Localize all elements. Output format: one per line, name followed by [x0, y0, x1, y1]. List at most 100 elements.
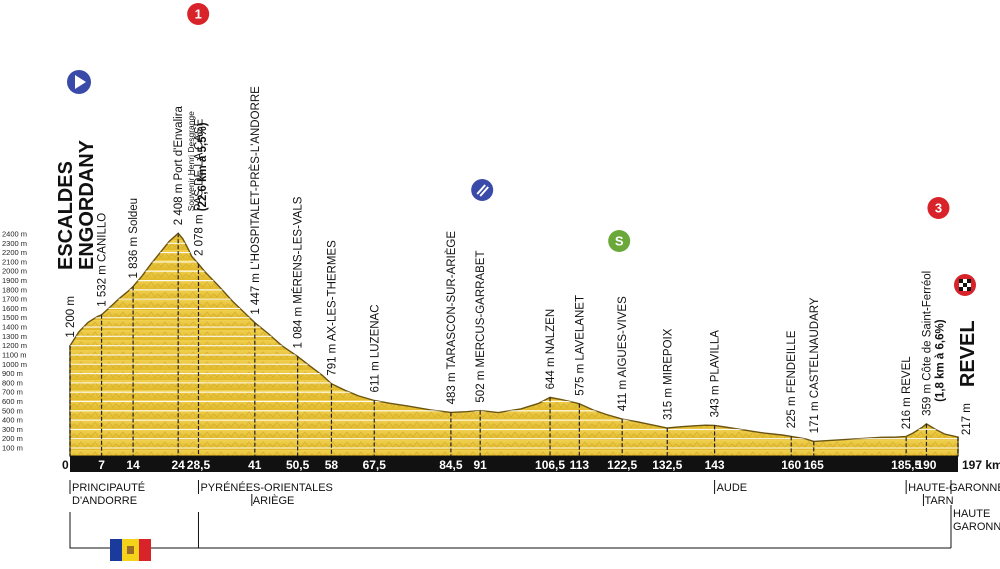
- climb-category-icon: 3: [927, 197, 950, 219]
- point-label: 2 078 m PAS DE LA CASE: [193, 118, 205, 256]
- y-tick-label: 1700 m: [2, 295, 27, 304]
- point-label: 171 m CASTELNAUDARY: [809, 297, 821, 433]
- y-tick-label: 1400 m: [2, 323, 27, 332]
- x-tick-label: 190: [916, 458, 936, 472]
- y-tick-label: 1300 m: [2, 332, 27, 341]
- y-tick-label: 200 m: [2, 434, 23, 443]
- y-tick-label: 700 m: [2, 388, 23, 397]
- point-altitude-label: 1 200 m: [65, 296, 77, 338]
- x-tick-label: 28,5: [187, 458, 211, 472]
- x-tick-label: 91: [474, 458, 488, 472]
- x-tick-label: 50,5: [286, 458, 310, 472]
- y-tick-label: 600 m: [2, 397, 23, 406]
- point-subtitle-label: Souvenir Henri Desgrange: [186, 111, 196, 211]
- start-town-label: ESCALDES: [55, 161, 77, 270]
- distance-bar: 0 7 14 24 28,5 41 50,5 58 67,5 84,5 91 106,5 113 122,…: [62, 456, 1000, 472]
- y-tick-label: 1100 m: [2, 350, 26, 359]
- point-label: 1 532 m CANILLO: [97, 213, 109, 307]
- region-label: HAUTE-GARONNE: [908, 482, 1000, 494]
- y-tick-label: 2100 m: [2, 257, 27, 266]
- x-tick-label: 185,5: [891, 458, 921, 472]
- svg-text:1: 1: [195, 7, 202, 22]
- y-tick-label: 1600 m: [2, 304, 27, 313]
- region-label: AUDE: [717, 482, 748, 494]
- y-tick-label: 1000 m: [2, 360, 27, 369]
- y-tick-label: 1900 m: [2, 276, 27, 285]
- x-tick-label: 132,5: [652, 458, 682, 472]
- y-tick-label: 500 m: [2, 406, 23, 415]
- y-tick-label: 2200 m: [2, 248, 27, 257]
- point-label: 411 m AIGUES-VIVES: [617, 296, 629, 411]
- point-label: 343 m PLAVILLA: [710, 330, 722, 418]
- point-label: 216 m REVEL: [901, 356, 913, 429]
- x-tick-label: 84,5: [439, 458, 463, 472]
- point-label: 611 m LUZENAC: [369, 304, 381, 392]
- x-tick-label: 24: [172, 458, 186, 472]
- point-label: 575 m LAVELANET: [574, 295, 586, 396]
- point-label: 791 m AX-LES-THERMES: [326, 240, 338, 376]
- y-tick-label: 100 m: [2, 444, 23, 453]
- x-tick-label: 58: [325, 458, 339, 472]
- x-tick-label: 7: [98, 458, 105, 472]
- feed-zone-icon: [471, 179, 494, 201]
- y-tick-label: 2400 m: [2, 230, 27, 239]
- point-climb-detail: (1,8 km à 6,6%): [934, 319, 946, 402]
- point-label: 1 836 m Soldeu: [128, 198, 140, 279]
- y-tick-label: 1500 m: [2, 313, 27, 322]
- finish-town-label: REVEL: [957, 320, 979, 387]
- x-tick-label: 106,5: [535, 458, 565, 472]
- point-label: 502 m MERCUS-GARRABET: [475, 251, 487, 403]
- point-label: 2 408 m Port d'Envalira: [173, 105, 185, 225]
- finish-flag-icon: [954, 274, 976, 296]
- y-tick-label: 1200 m: [2, 341, 27, 350]
- y-tick-label: 900 m: [2, 369, 23, 378]
- point-climb-detail: (22,6 km à 5,5%): [197, 122, 209, 211]
- svg-text:S: S: [615, 234, 624, 249]
- point-label: 225 m FENDEILLE: [786, 330, 798, 428]
- x-tick-label: 14: [126, 458, 140, 472]
- region-label: ARIÈGE: [253, 494, 295, 507]
- y-tick-label: 800 m: [2, 378, 23, 387]
- point-altitude-label: 217 m: [961, 403, 973, 435]
- start-icon: [67, 70, 91, 94]
- point-label: 644 m NALZEN: [545, 309, 557, 390]
- profile-layer: [69, 232, 959, 457]
- region-label: TARN: [924, 495, 953, 507]
- x-tick-label: 143: [705, 458, 725, 472]
- y-tick-label: 1800 m: [2, 285, 27, 294]
- region-label: HAUTE: [953, 508, 990, 520]
- point-label: 359 m Côte de Saint-Ferréol: [921, 271, 933, 416]
- x-tick-label: 165: [804, 458, 824, 472]
- region-label: PRINCIPAUTÉ: [72, 481, 145, 494]
- x-tick-label: 122,5: [607, 458, 637, 472]
- distance-bar-background: [70, 456, 958, 472]
- x-tick-label: 0: [62, 458, 69, 472]
- region-labels: PRINCIPAUTÉD'ANDORREPYRÉNÉES-ORIENTALESA…: [69, 480, 1000, 549]
- y-tick-label: 2000 m: [2, 267, 27, 276]
- x-tick-label: 41: [248, 458, 262, 472]
- andorra-flag-icon: [110, 539, 151, 561]
- region-label: D'ANDORRE: [72, 495, 137, 507]
- region-bracket: [69, 512, 951, 549]
- y-tick-label: 300 m: [2, 425, 23, 434]
- elevation-profile-area: [69, 232, 959, 457]
- sprint-icon: S: [608, 230, 631, 252]
- svg-text:3: 3: [935, 201, 942, 216]
- x-tick-label: 197 km: [962, 458, 1000, 472]
- y-tick-label: 2300 m: [2, 239, 27, 248]
- point-label: 1 084 m MÉRENS-LES-VALS: [292, 196, 305, 348]
- point-label: 1 447 m L'HOSPITALET-PRÈS-L'ANDORRE: [249, 86, 262, 315]
- region-label: PYRÉNÉES-ORIENTALES: [200, 481, 332, 494]
- y-tick-label: 400 m: [2, 416, 23, 425]
- x-tick-label: 67,5: [363, 458, 387, 472]
- point-label: 483 m TARASCON-SUR-ARIÈGE: [445, 231, 458, 405]
- climb-category-icon: 1: [187, 3, 210, 25]
- point-label: 315 m MIREPOIX: [662, 328, 674, 420]
- x-tick-label: 113: [570, 458, 590, 472]
- start-town-label: ENGORDANY: [76, 139, 98, 270]
- region-label: GARONNE: [953, 521, 1000, 533]
- x-tick-label: 160: [781, 458, 801, 472]
